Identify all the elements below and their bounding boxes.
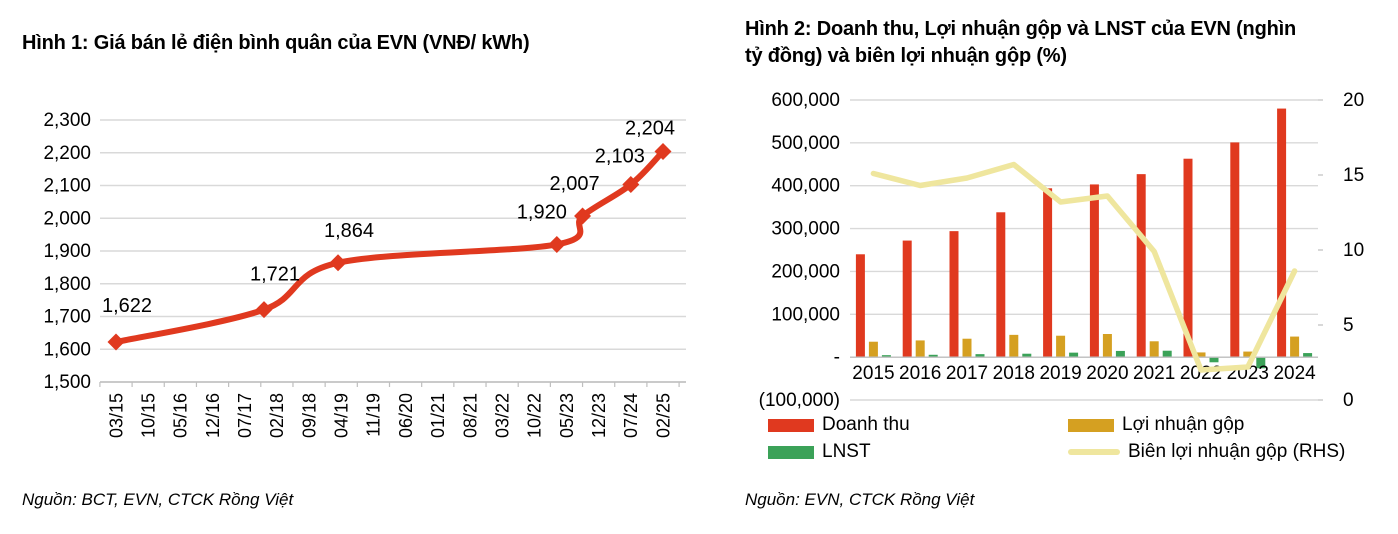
svg-text:09/18: 09/18 xyxy=(299,393,319,438)
svg-text:2019: 2019 xyxy=(1039,363,1081,384)
svg-text:11/19: 11/19 xyxy=(364,393,384,437)
svg-text:05/16: 05/16 xyxy=(171,393,191,438)
svg-text:5: 5 xyxy=(1343,315,1354,336)
svg-text:1,920: 1,920 xyxy=(517,201,567,223)
price-line xyxy=(113,148,666,346)
price-data-labels: 1,622 1,721 1,864 1,920 2,007 2,103 2,204 xyxy=(102,117,675,317)
svg-text:1,500: 1,500 xyxy=(43,372,91,393)
svg-text:2020: 2020 xyxy=(1086,363,1128,384)
svg-text:2,200: 2,200 xyxy=(43,143,91,164)
legend-swatch-doanh-thu xyxy=(768,418,814,432)
svg-text:15: 15 xyxy=(1343,165,1364,186)
figure2-source: Nguồn: EVN, CTCK Rồng Việt xyxy=(745,490,975,509)
y-gridlines xyxy=(100,119,686,383)
svg-text:1,721: 1,721 xyxy=(250,264,300,286)
svg-text:06/20: 06/20 xyxy=(396,393,416,438)
legend-label: LNST xyxy=(822,441,871,462)
figure2-title: Hình 2: Doanh thu, Lợi nhuận gộp và LNST… xyxy=(745,16,1398,70)
svg-text:600,000: 600,000 xyxy=(771,90,840,111)
svg-text:01/21: 01/21 xyxy=(428,393,448,438)
svg-text:04/19: 04/19 xyxy=(332,393,352,438)
svg-text:400,000: 400,000 xyxy=(771,176,840,197)
svg-text:20: 20 xyxy=(1343,90,1364,111)
svg-text:500,000: 500,000 xyxy=(771,133,840,154)
legend-label: Biên lợi nhuận gộp (RHS) xyxy=(1128,441,1346,462)
svg-text:2018: 2018 xyxy=(993,363,1035,384)
legend-swatch-loi-nhuan-gop xyxy=(1068,418,1114,432)
legend-swatch-lnst xyxy=(768,445,814,459)
legend-item-bien-loi-nhuan-gop-rhs: Biên lợi nhuận gộp (RHS) xyxy=(1068,441,1345,463)
svg-text:07/17: 07/17 xyxy=(235,393,255,438)
left-axis-labels: (100,000) - 100,000 200,000 300,000 400,000 50… xyxy=(759,90,840,411)
svg-text:10: 10 xyxy=(1343,240,1364,261)
svg-text:2,300: 2,300 xyxy=(43,110,91,131)
svg-text:100,000: 100,000 xyxy=(771,304,840,325)
legend-label: Doanh thu xyxy=(822,414,910,435)
figure1-source: Nguồn: BCT, EVN, CTCK Rồng Việt xyxy=(22,490,294,509)
figure2-title-line2: tỷ đồng) và biên lợi nhuận gộp (%) xyxy=(745,45,1067,67)
svg-text:-: - xyxy=(834,347,840,368)
svg-text:1,864: 1,864 xyxy=(324,220,374,242)
svg-text:10/15: 10/15 xyxy=(138,393,158,438)
svg-text:1,700: 1,700 xyxy=(43,307,91,328)
loi-nhuan-gop-bars xyxy=(868,334,1300,358)
svg-text:200,000: 200,000 xyxy=(771,261,840,282)
svg-text:2,100: 2,100 xyxy=(43,176,91,197)
svg-text:12/16: 12/16 xyxy=(203,393,223,438)
y-gridlines xyxy=(850,99,1318,401)
svg-text:0: 0 xyxy=(1343,390,1354,411)
svg-text:03/22: 03/22 xyxy=(492,393,512,438)
svg-text:02/25: 02/25 xyxy=(653,393,673,438)
svg-text:2,204: 2,204 xyxy=(625,117,675,139)
svg-text:03/15: 03/15 xyxy=(106,393,126,438)
svg-text:2,103: 2,103 xyxy=(595,146,645,168)
svg-text:07/24: 07/24 xyxy=(621,393,641,438)
x-axis xyxy=(99,381,686,387)
svg-text:12/23: 12/23 xyxy=(589,393,609,438)
doanh-thu-bars xyxy=(855,108,1287,358)
svg-text:1,622: 1,622 xyxy=(102,295,152,317)
svg-text:(100,000): (100,000) xyxy=(759,390,840,411)
legend-item-lnst: LNST xyxy=(768,441,1068,463)
figure1-title: Hình 1: Giá bán lẻ điện bình quân của EV… xyxy=(22,32,530,54)
svg-text:2024: 2024 xyxy=(1273,363,1316,384)
svg-text:2,000: 2,000 xyxy=(43,208,91,229)
lnst-bars xyxy=(881,350,1313,369)
svg-text:10/22: 10/22 xyxy=(525,393,545,438)
legend-label: Lợi nhuận gộp xyxy=(1122,414,1245,435)
svg-text:2021: 2021 xyxy=(1133,363,1175,384)
svg-text:2015: 2015 xyxy=(852,363,894,384)
svg-text:2017: 2017 xyxy=(946,363,988,384)
y-axis-labels: 1,500 1,600 1,700 1,800 1,900 2,000 2,100 2,200… xyxy=(43,110,91,393)
legend-item-loi-nhuan-gop: Lợi nhuận gộp xyxy=(1068,414,1345,436)
legend-item-doanh-thu: Doanh thu xyxy=(768,414,1068,436)
svg-text:05/23: 05/23 xyxy=(557,393,577,438)
svg-text:2016: 2016 xyxy=(899,363,941,384)
svg-text:2,007: 2,007 xyxy=(550,173,600,195)
svg-text:1,600: 1,600 xyxy=(43,339,91,360)
x-axis-labels: 03/15 10/15 05/16 12/16 07/17 02/18 09/18 04/19… xyxy=(106,393,673,438)
svg-text:08/21: 08/21 xyxy=(460,393,480,438)
legend-swatch-bien-loi-nhuan-gop-rhs xyxy=(1068,449,1120,455)
margin-line xyxy=(870,161,1298,373)
svg-text:02/18: 02/18 xyxy=(267,393,287,438)
figure2-legend: Doanh thu Lợi nhuận gộp LNST Biên lợi nhuận… xyxy=(768,414,1345,463)
svg-text:300,000: 300,000 xyxy=(771,219,840,240)
svg-text:1,800: 1,800 xyxy=(43,274,91,295)
svg-text:1,900: 1,900 xyxy=(43,241,91,262)
figure2-combo-chart: (100,000)-100,000200,000300,000400,00050… xyxy=(759,90,1364,411)
figure2-title-line1: Hình 2: Doanh thu, Lợi nhuận gộp và LNST… xyxy=(745,18,1296,40)
figure1-line-chart: 1,500 1,600 1,700 1,800 1,900 2,000 2,100 2,200… xyxy=(43,110,686,438)
right-axis-labels: 0 5 10 15 20 xyxy=(1318,90,1364,411)
